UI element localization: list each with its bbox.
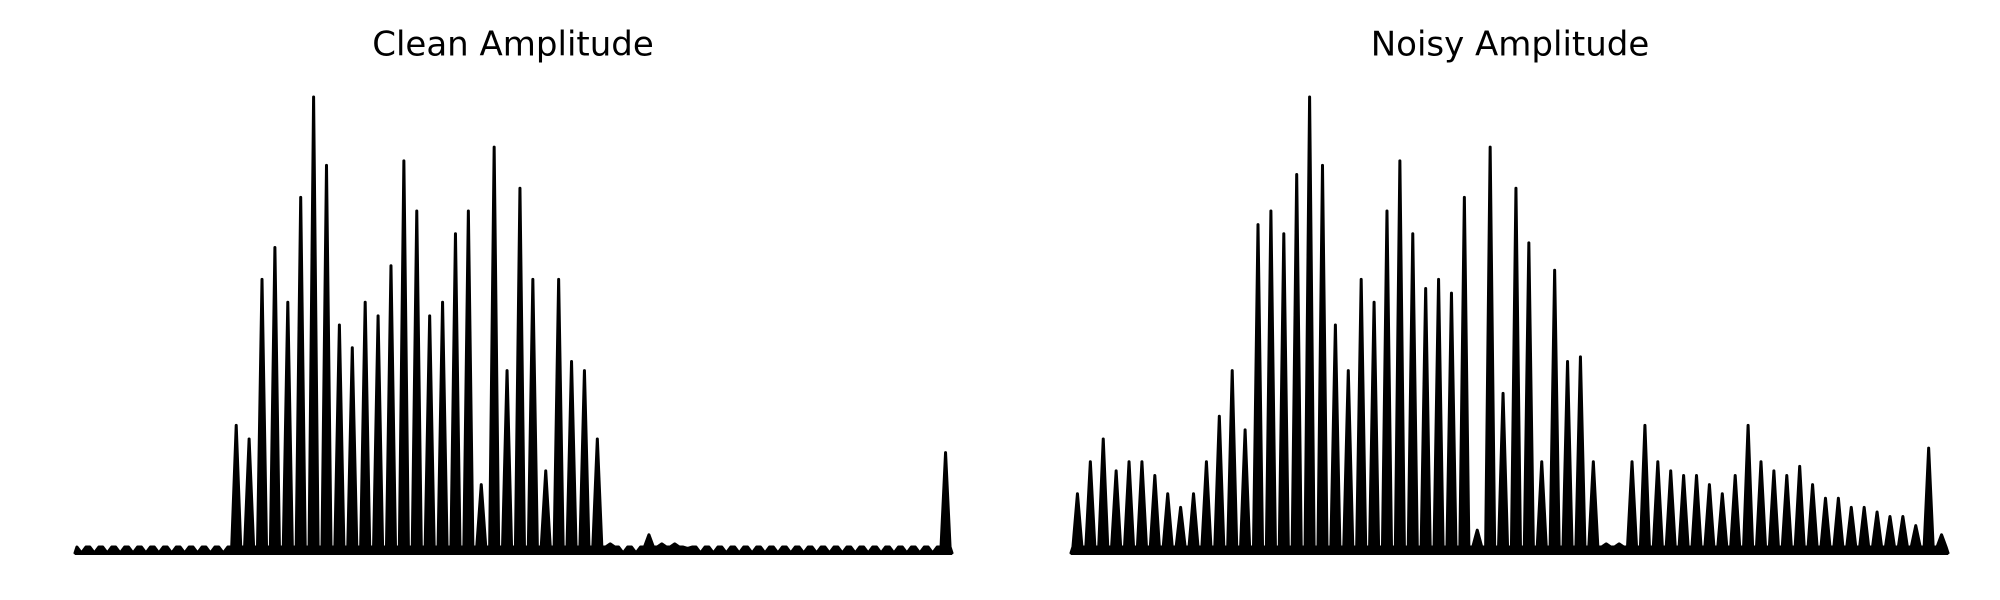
chart-title: Clean Amplitude bbox=[372, 25, 654, 65]
amplitude-area bbox=[73, 95, 954, 555]
amplitude-area bbox=[1069, 95, 1950, 555]
chart-title: Noisy Amplitude bbox=[1371, 25, 1650, 65]
